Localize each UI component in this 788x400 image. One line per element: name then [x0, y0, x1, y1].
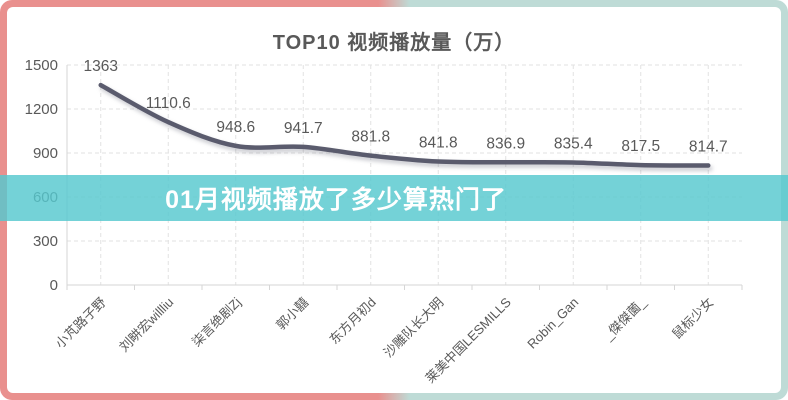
overlay-banner: 01月视频播放了多少算热门了 — [0, 175, 788, 221]
value-label: 817.5 — [621, 138, 660, 155]
value-label: 1110.6 — [146, 95, 191, 112]
value-label: 836.9 — [486, 135, 525, 152]
x-axis-label: 鼠标少女 — [669, 295, 716, 342]
value-label: 1363 — [84, 58, 118, 75]
x-axis-label: 柒言绝剧Zj — [189, 294, 244, 349]
value-label: 881.8 — [351, 129, 390, 146]
series-line — [98, 82, 711, 168]
x-axis-label: Robin_Gan — [524, 295, 581, 352]
x-axis-label: 沙雕队长大明 — [381, 295, 447, 361]
value-label: 835.4 — [554, 135, 593, 152]
value-label: 941.7 — [284, 120, 323, 137]
value-label: 841.8 — [419, 135, 458, 152]
value-label: 814.7 — [689, 139, 728, 156]
chart-title: TOP10 视频播放量（万） — [272, 32, 516, 54]
y-axis-tick-label: 0 — [50, 277, 58, 294]
value-label: 948.6 — [216, 119, 255, 136]
x-axis-label: 东方月初d — [326, 295, 378, 347]
x-axis-label: 郭小囍 — [273, 295, 311, 333]
y-axis-tick-label: 900 — [33, 145, 58, 162]
y-axis-tick-label: 1200 — [25, 101, 58, 118]
x-axis-label: _傑傑薗_ — [600, 294, 650, 344]
y-axis-tick-label: 1500 — [25, 57, 58, 74]
x-axis-label: 刘畊宏willliu — [116, 295, 176, 355]
overlay-text: 01月视频播放了多少算热门了 — [165, 186, 507, 214]
y-axis-tick-label: 300 — [33, 233, 58, 250]
x-axis-label: 小芃路子野 — [52, 295, 109, 352]
